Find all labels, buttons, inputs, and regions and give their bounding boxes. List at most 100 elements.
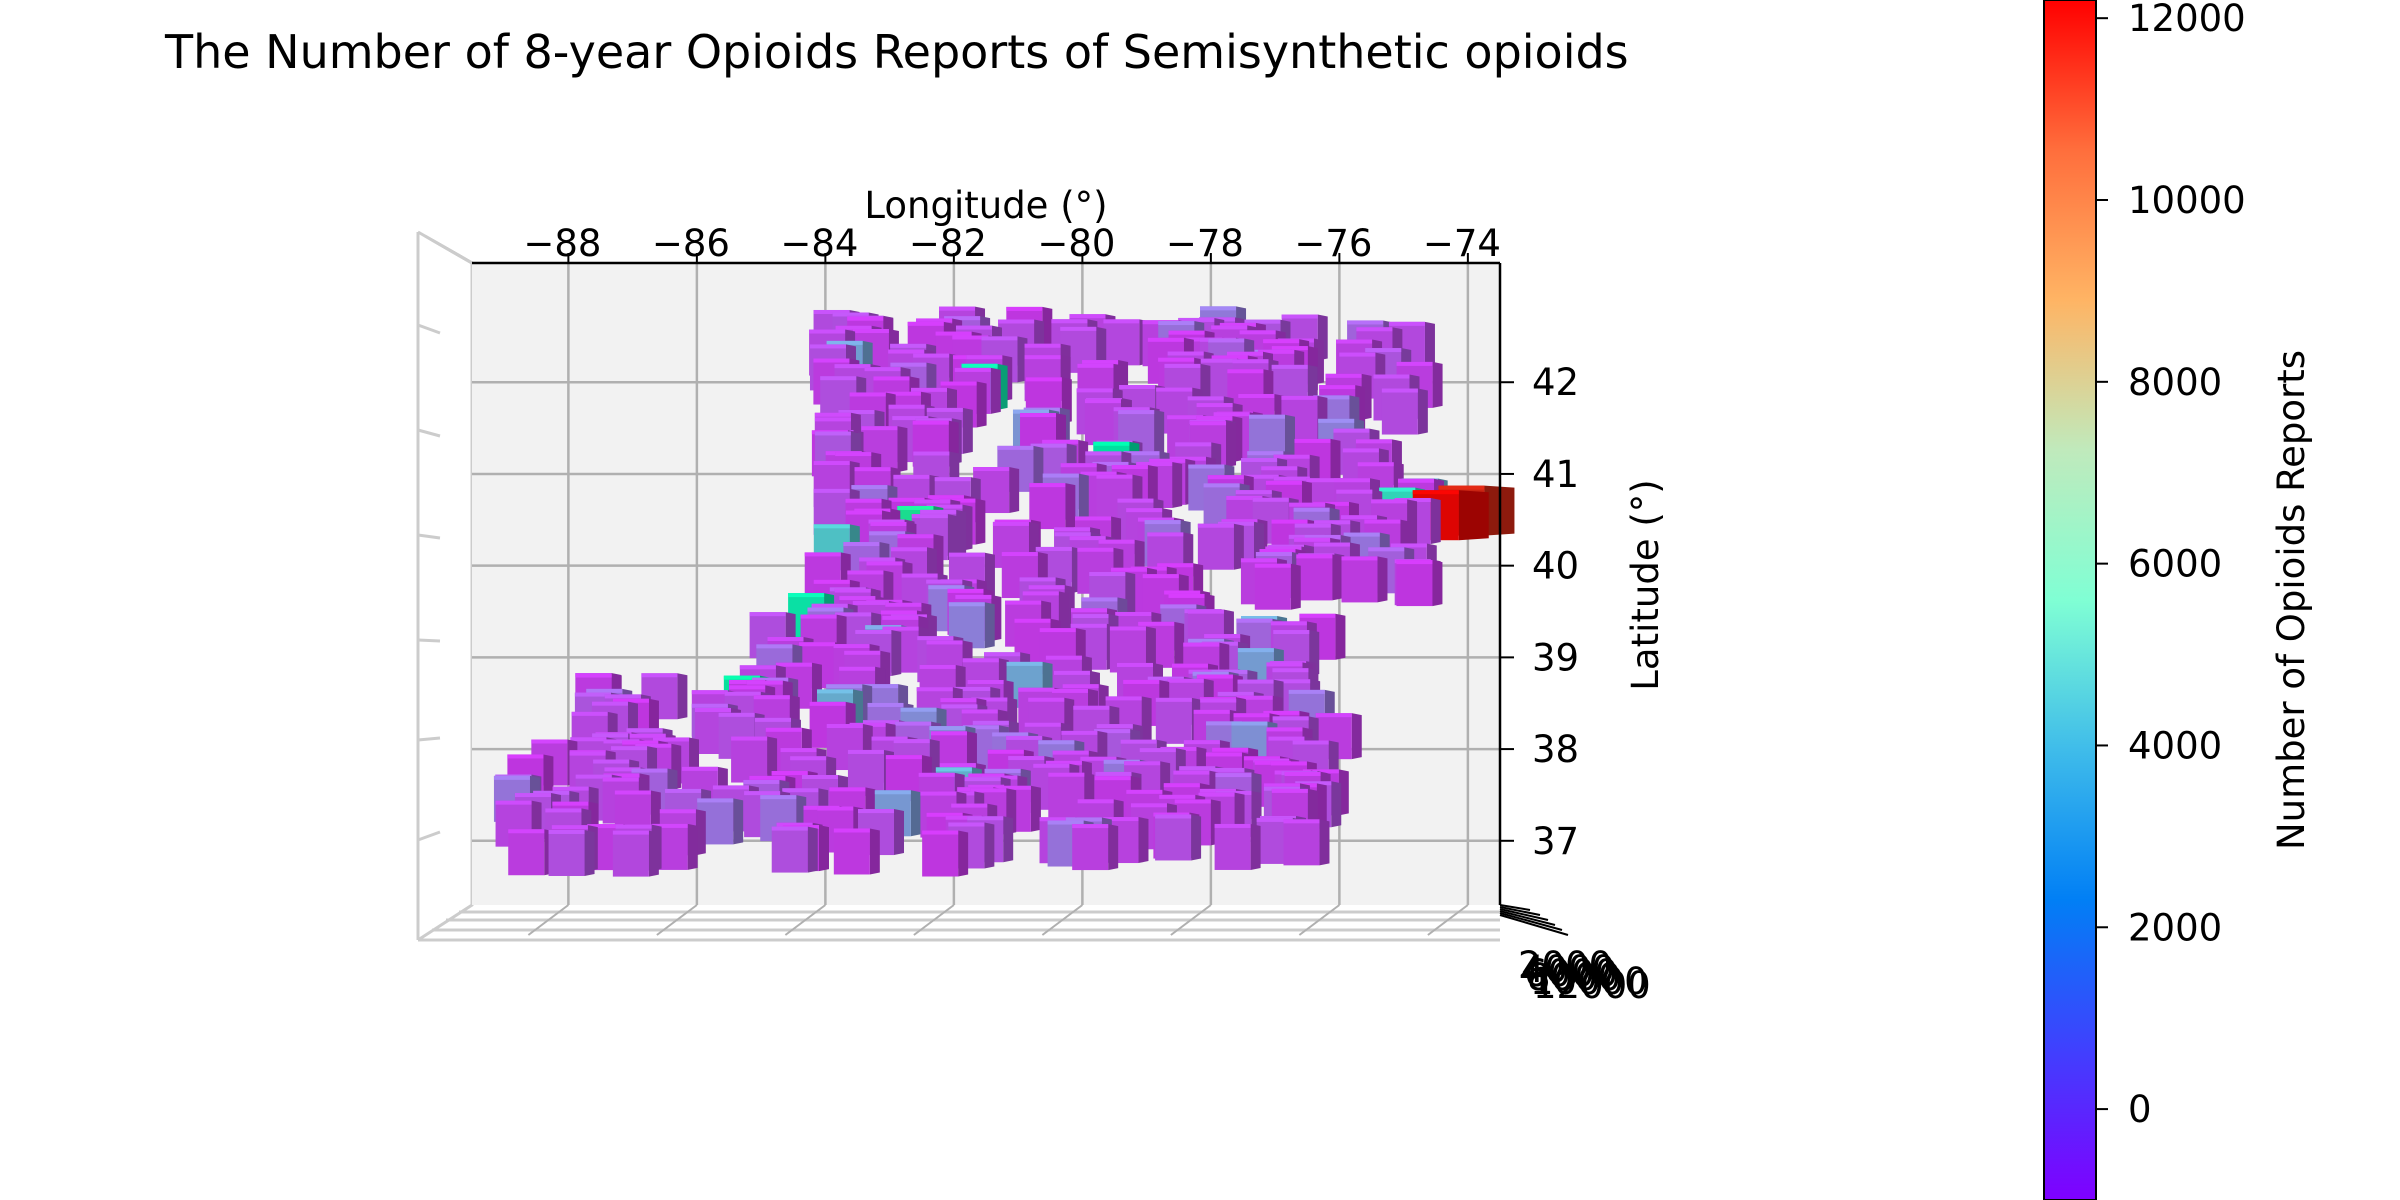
bar-top bbox=[752, 677, 789, 682]
bar-top bbox=[1105, 696, 1142, 701]
bar-top bbox=[916, 318, 953, 323]
colorbar-tick-label: 4000 bbox=[2128, 724, 2222, 767]
bar-top bbox=[885, 602, 922, 607]
bar-top bbox=[1271, 519, 1308, 524]
colorbar-label: Number of Opioids Reports bbox=[2270, 350, 2313, 850]
bar-top bbox=[884, 391, 921, 396]
bar-top bbox=[1271, 788, 1308, 793]
bar-top bbox=[1294, 438, 1331, 443]
bar-top bbox=[1255, 551, 1292, 556]
bar-top bbox=[961, 363, 998, 368]
bar-top bbox=[1193, 709, 1230, 714]
bar-top bbox=[1281, 395, 1318, 400]
bar-top bbox=[635, 743, 672, 748]
bar-top bbox=[665, 788, 702, 793]
bar-top bbox=[814, 431, 851, 436]
bar-top bbox=[1299, 613, 1336, 618]
bar-side bbox=[1172, 461, 1183, 508]
bar-top bbox=[1039, 628, 1076, 633]
bar-top bbox=[835, 612, 872, 617]
bar-top bbox=[749, 612, 786, 617]
bar-top bbox=[968, 773, 1005, 778]
bar-top bbox=[1045, 760, 1082, 765]
bar-top bbox=[862, 720, 899, 725]
bar-top bbox=[994, 785, 1031, 790]
z-tick-label: 8000 bbox=[1527, 956, 1621, 999]
bar-top bbox=[1126, 508, 1163, 513]
bar-top bbox=[603, 773, 640, 778]
bar-side bbox=[984, 602, 995, 649]
x-tick-label: −86 bbox=[652, 222, 730, 265]
bar-top bbox=[1379, 487, 1416, 492]
bar-top bbox=[1008, 756, 1045, 761]
bar-side bbox=[894, 809, 905, 856]
bar-top bbox=[868, 519, 905, 524]
bar-top bbox=[760, 795, 797, 800]
bar-top bbox=[1071, 608, 1108, 613]
bar-top bbox=[890, 362, 927, 367]
bar-top bbox=[1371, 499, 1408, 504]
bar-top bbox=[1203, 483, 1240, 488]
bar-side bbox=[1330, 438, 1341, 485]
bar-top bbox=[888, 497, 925, 502]
bar-top bbox=[1263, 783, 1300, 788]
bar-top bbox=[849, 392, 886, 397]
bar-top bbox=[1206, 721, 1243, 726]
bar-top bbox=[926, 407, 963, 412]
bar-top bbox=[911, 514, 948, 519]
bar-top bbox=[697, 798, 734, 803]
bar-top bbox=[913, 451, 950, 456]
bar-top bbox=[591, 701, 628, 706]
bar-top bbox=[1266, 662, 1303, 667]
bar-top bbox=[1051, 688, 1088, 693]
bar-top bbox=[746, 680, 783, 685]
z-tick-label: 2000 bbox=[1518, 944, 1612, 987]
x-floor-grid-line bbox=[656, 904, 698, 936]
bar-top bbox=[507, 754, 544, 759]
bar-top bbox=[1208, 338, 1245, 343]
bar-side bbox=[1058, 591, 1069, 638]
bar-side bbox=[1191, 814, 1202, 861]
bar-top bbox=[1265, 546, 1302, 551]
bar-top bbox=[545, 808, 582, 813]
bar-top bbox=[855, 629, 892, 634]
data-bar bbox=[1029, 483, 1076, 530]
bar-top bbox=[1069, 314, 1106, 319]
bar-top bbox=[809, 329, 846, 334]
bar-top bbox=[948, 822, 985, 827]
bar-top bbox=[859, 557, 896, 562]
bar-top bbox=[1336, 339, 1373, 344]
bar-top bbox=[1205, 752, 1242, 757]
bar-top bbox=[1158, 357, 1195, 362]
bar-top bbox=[800, 614, 837, 619]
bar-top bbox=[1381, 388, 1418, 393]
bar-top bbox=[940, 381, 977, 386]
bar-top bbox=[1095, 771, 1132, 776]
bar-top bbox=[833, 828, 870, 833]
bar-top bbox=[1217, 521, 1254, 526]
bar-top bbox=[813, 579, 850, 584]
bar-top bbox=[920, 791, 957, 796]
bar-side bbox=[1458, 490, 1489, 541]
z-tick-label: 4000 bbox=[1521, 948, 1615, 991]
bar-top bbox=[799, 642, 836, 647]
bar-top bbox=[1024, 343, 1061, 348]
bar-top bbox=[1263, 786, 1300, 791]
bar-top bbox=[971, 697, 1008, 702]
bar-top bbox=[852, 329, 889, 334]
bar-top bbox=[551, 825, 588, 830]
bar-side bbox=[1417, 388, 1428, 435]
bar-top bbox=[1336, 489, 1373, 494]
bar-side bbox=[1042, 306, 1053, 353]
bar-top bbox=[1187, 609, 1224, 614]
bar-top bbox=[1200, 698, 1237, 703]
bar-top bbox=[1217, 691, 1254, 696]
bar-top bbox=[1024, 722, 1061, 727]
bar-top bbox=[964, 777, 1001, 782]
bar-top bbox=[731, 736, 768, 741]
bar-top bbox=[918, 772, 955, 777]
bar-top bbox=[970, 788, 1007, 793]
bar-side bbox=[956, 509, 967, 556]
bar-top bbox=[1254, 563, 1291, 568]
